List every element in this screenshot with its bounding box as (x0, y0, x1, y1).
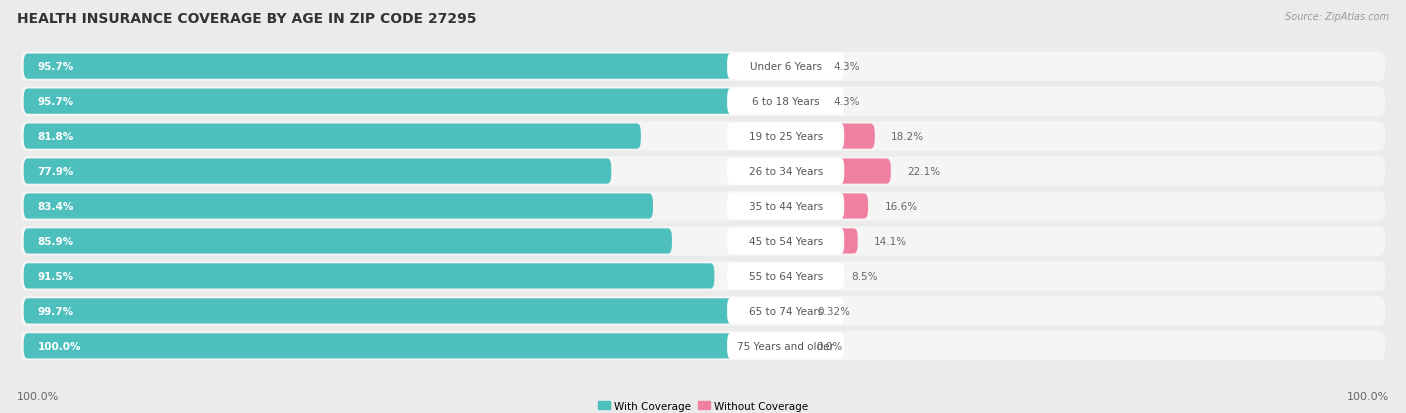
Text: 75 Years and older: 75 Years and older (737, 341, 834, 351)
FancyBboxPatch shape (800, 89, 817, 114)
FancyBboxPatch shape (727, 193, 844, 220)
FancyBboxPatch shape (727, 332, 844, 359)
Text: 77.9%: 77.9% (38, 166, 75, 177)
FancyBboxPatch shape (24, 124, 641, 150)
FancyBboxPatch shape (727, 228, 844, 255)
FancyBboxPatch shape (24, 299, 776, 324)
FancyBboxPatch shape (800, 194, 868, 219)
FancyBboxPatch shape (24, 89, 747, 114)
FancyBboxPatch shape (21, 122, 1385, 152)
FancyBboxPatch shape (21, 157, 1385, 186)
Text: 95.7%: 95.7% (38, 62, 73, 72)
Text: 22.1%: 22.1% (907, 166, 941, 177)
FancyBboxPatch shape (727, 54, 844, 81)
Text: 99.7%: 99.7% (38, 306, 73, 316)
Text: 95.7%: 95.7% (38, 97, 73, 107)
Text: 81.8%: 81.8% (38, 132, 73, 142)
Text: 16.6%: 16.6% (884, 202, 918, 211)
FancyBboxPatch shape (21, 297, 1385, 326)
Text: 91.5%: 91.5% (38, 271, 73, 281)
Text: 0.32%: 0.32% (817, 306, 851, 316)
FancyBboxPatch shape (727, 158, 844, 185)
FancyBboxPatch shape (24, 194, 652, 219)
Text: 35 to 44 Years: 35 to 44 Years (748, 202, 823, 211)
FancyBboxPatch shape (727, 88, 844, 115)
Text: 8.5%: 8.5% (851, 271, 877, 281)
FancyBboxPatch shape (800, 124, 875, 150)
FancyBboxPatch shape (800, 263, 835, 289)
Text: 65 to 74 Years: 65 to 74 Years (748, 306, 823, 316)
FancyBboxPatch shape (21, 261, 1385, 291)
FancyBboxPatch shape (21, 227, 1385, 256)
FancyBboxPatch shape (24, 229, 672, 254)
Legend: With Coverage, Without Coverage: With Coverage, Without Coverage (593, 396, 813, 413)
FancyBboxPatch shape (24, 333, 779, 358)
FancyBboxPatch shape (21, 331, 1385, 361)
FancyBboxPatch shape (727, 263, 844, 290)
Text: 6 to 18 Years: 6 to 18 Years (752, 97, 820, 107)
FancyBboxPatch shape (727, 123, 844, 150)
Text: 19 to 25 Years: 19 to 25 Years (748, 132, 823, 142)
FancyBboxPatch shape (21, 52, 1385, 82)
Text: Source: ZipAtlas.com: Source: ZipAtlas.com (1285, 12, 1389, 22)
Text: 100.0%: 100.0% (1347, 391, 1389, 401)
Text: 18.2%: 18.2% (891, 132, 924, 142)
FancyBboxPatch shape (21, 192, 1385, 221)
FancyBboxPatch shape (21, 87, 1385, 116)
Text: 83.4%: 83.4% (38, 202, 75, 211)
Text: 100.0%: 100.0% (17, 391, 59, 401)
FancyBboxPatch shape (24, 263, 714, 289)
Text: HEALTH INSURANCE COVERAGE BY AGE IN ZIP CODE 27295: HEALTH INSURANCE COVERAGE BY AGE IN ZIP … (17, 12, 477, 26)
Text: 26 to 34 Years: 26 to 34 Years (748, 166, 823, 177)
FancyBboxPatch shape (24, 159, 612, 184)
Text: 45 to 54 Years: 45 to 54 Years (748, 236, 823, 247)
Text: 85.9%: 85.9% (38, 236, 73, 247)
FancyBboxPatch shape (24, 55, 747, 80)
FancyBboxPatch shape (797, 299, 803, 324)
Text: 14.1%: 14.1% (875, 236, 907, 247)
Text: Under 6 Years: Under 6 Years (749, 62, 821, 72)
FancyBboxPatch shape (800, 55, 817, 80)
Text: 4.3%: 4.3% (834, 62, 860, 72)
Text: 55 to 64 Years: 55 to 64 Years (748, 271, 823, 281)
FancyBboxPatch shape (800, 229, 858, 254)
Text: 100.0%: 100.0% (38, 341, 82, 351)
Text: 0.0%: 0.0% (815, 341, 842, 351)
FancyBboxPatch shape (800, 159, 891, 184)
Text: 4.3%: 4.3% (834, 97, 860, 107)
FancyBboxPatch shape (727, 298, 844, 325)
